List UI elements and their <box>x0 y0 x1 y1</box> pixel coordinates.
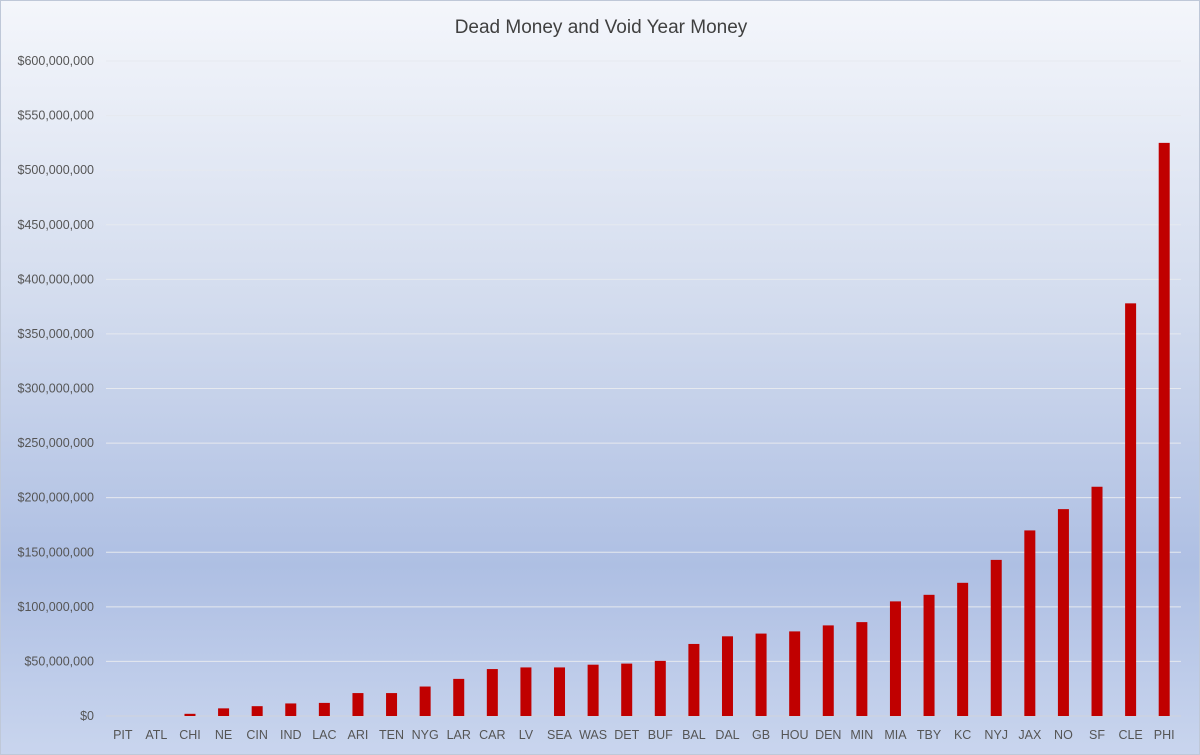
x-tick-label: BUF <box>648 728 673 742</box>
x-tick-label: LAC <box>312 728 336 742</box>
x-tick-label: ATL <box>145 728 167 742</box>
bar-lac <box>318 702 330 716</box>
bar-kc <box>957 582 969 716</box>
bar-ten <box>386 693 398 716</box>
x-tick-label: IND <box>280 728 302 742</box>
y-tick-label: $600,000,000 <box>18 54 95 68</box>
x-tick-label: CLE <box>1118 728 1142 742</box>
y-tick-label: $0 <box>80 709 94 723</box>
bar-gb <box>755 633 767 716</box>
x-tick-label: ARI <box>348 728 369 742</box>
chart-title: Dead Money and Void Year Money <box>454 17 748 38</box>
y-tick-label: $250,000,000 <box>18 436 95 450</box>
y-tick-label: $400,000,000 <box>18 272 95 286</box>
x-tick-label: TEN <box>379 728 404 742</box>
x-tick-label: SEA <box>547 728 573 742</box>
bar-lar <box>453 678 465 716</box>
bar-det <box>621 663 633 716</box>
x-tick-label: SF <box>1089 728 1105 742</box>
bar-sea <box>554 667 566 716</box>
x-tick-label: CAR <box>479 728 505 742</box>
bar-was <box>587 664 599 716</box>
bar-phi <box>1158 142 1170 716</box>
bar-hou <box>789 631 801 716</box>
x-tick-label: NO <box>1054 728 1073 742</box>
y-tick-label: $550,000,000 <box>18 109 95 123</box>
bar-den <box>822 625 834 716</box>
bar-car <box>486 669 498 716</box>
bar-no <box>1057 509 1069 716</box>
x-tick-label: NE <box>215 728 232 742</box>
bar-ind <box>285 703 297 716</box>
bar-ari <box>352 693 364 716</box>
x-tick-label: NYJ <box>984 728 1008 742</box>
y-tick-label: $100,000,000 <box>18 600 95 614</box>
x-tick-label: KC <box>954 728 971 742</box>
bar-nyj <box>990 559 1002 716</box>
bar-buf <box>654 660 666 716</box>
bar-sf <box>1091 486 1103 716</box>
x-tick-label: CHI <box>179 728 201 742</box>
y-tick-label: $500,000,000 <box>18 163 95 177</box>
x-tick-label: DAL <box>715 728 739 742</box>
bar-dal <box>721 636 733 716</box>
x-tick-label: NYG <box>412 728 439 742</box>
bar-lv <box>520 667 532 716</box>
y-axis-tick-labels: $0 $50,000,000 $100,000,000 $150,000,000 $20… <box>18 54 95 723</box>
y-tick-label: $300,000,000 <box>18 382 95 396</box>
y-tick-label: $350,000,000 <box>18 327 95 341</box>
x-tick-label: DET <box>614 728 639 742</box>
x-tick-label: MIA <box>884 728 907 742</box>
x-tick-label: DEN <box>815 728 841 742</box>
y-tick-label: $150,000,000 <box>18 545 95 559</box>
x-tick-label: LAR <box>447 728 471 742</box>
x-tick-label: LV <box>519 728 534 742</box>
bar-cin <box>251 706 263 716</box>
bar-tby <box>923 594 935 716</box>
bar-ne <box>218 708 230 716</box>
bar-jax <box>1024 530 1036 716</box>
bar-cle <box>1125 303 1137 716</box>
x-tick-label: BAL <box>682 728 706 742</box>
y-tick-label: $50,000,000 <box>24 654 94 668</box>
x-tick-label: HOU <box>781 728 809 742</box>
x-tick-label: GB <box>752 728 770 742</box>
bars <box>184 142 1170 716</box>
x-tick-label: PHI <box>1154 728 1175 742</box>
x-tick-label: MIN <box>850 728 873 742</box>
bar-chi <box>184 713 196 716</box>
x-axis-tick-labels: PIT ATL CHI NE CIN IND LAC ARI TEN NYG LAR CAR LV SEA… <box>113 728 1175 742</box>
gridlines <box>106 60 1181 717</box>
x-tick-label: TBY <box>917 728 942 742</box>
bar-nyg <box>419 686 431 716</box>
bar-bal <box>688 643 700 716</box>
bar-min <box>856 622 868 716</box>
y-tick-label: $450,000,000 <box>18 218 95 232</box>
y-tick-label: $200,000,000 <box>18 491 95 505</box>
x-tick-label: CIN <box>246 728 268 742</box>
x-tick-label: JAX <box>1018 728 1042 742</box>
x-tick-label: PIT <box>113 728 133 742</box>
x-tick-label: WAS <box>579 728 607 742</box>
bar-mia <box>889 601 901 716</box>
